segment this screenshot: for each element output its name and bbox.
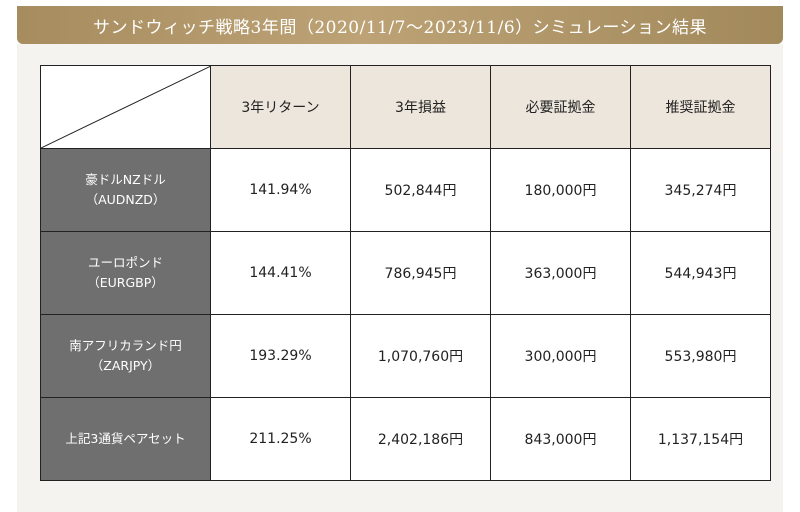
table-cell: 2,402,186円	[350, 397, 491, 481]
row-label: （ZARJPY）	[90, 358, 161, 373]
table-row: ユーロポンド （EURGBP） 144.41% 786,945円 363,000円 544…	[40, 231, 771, 315]
table-cell: 180,000円	[490, 148, 631, 232]
table-cell: 1,137,154円	[630, 397, 771, 481]
table-cell: 345,274円	[630, 148, 771, 232]
table-cell: 544,943円	[630, 231, 771, 315]
row-label: ユーロポンド	[87, 255, 163, 270]
table-cell: 144.41%	[210, 231, 351, 315]
table-row: 南アフリカランド円 （ZARJPY） 193.29% 1,070,760円 300,00…	[40, 314, 771, 398]
table-body: 豪ドルNZドル （AUDNZD） 141.94% 502,844円 180,000円 34…	[40, 148, 771, 481]
column-header: 必要証拠金	[490, 65, 631, 149]
table-cell: 363,000円	[490, 231, 631, 315]
row-label: 上記3通貨ペアセット	[65, 431, 186, 446]
table-row: 豪ドルNZドル （AUDNZD） 141.94% 502,844円 180,000円 34…	[40, 148, 771, 232]
header-row: 3年リターン 3年損益 必要証拠金 推奨証拠金	[40, 65, 771, 149]
table-cell: 502,844円	[350, 148, 491, 232]
results-table: 3年リターン 3年損益 必要証拠金 推奨証拠金 豪ドルNZドル （AUDNZD） 141.…	[40, 65, 771, 481]
table-row: 上記3通貨ペアセット 211.25% 2,402,186円 843,000円 1,137…	[40, 397, 771, 481]
title-banner: サンドウィッチ戦略3年間（2020/11/7〜2023/11/6）シミュレーショ…	[17, 6, 783, 44]
row-header: 南アフリカランド円 （ZARJPY）	[40, 314, 211, 398]
table-cell: 553,980円	[630, 314, 771, 398]
row-header: 豪ドルNZドル （AUDNZD）	[40, 148, 211, 232]
title: サンドウィッチ戦略3年間（2020/11/7〜2023/11/6）シミュレーショ…	[93, 17, 707, 38]
table-cell: 786,945円	[350, 231, 491, 315]
row-label: 豪ドルNZドル	[85, 172, 166, 187]
row-label: 南アフリカランド円	[69, 338, 182, 353]
table-cell: 211.25%	[210, 397, 351, 481]
column-header: 3年リターン	[210, 65, 351, 149]
table-cell: 141.94%	[210, 148, 351, 232]
diagonal	[41, 66, 211, 148]
panel: 3年リターン 3年損益 必要証拠金 推奨証拠金 豪ドルNZドル （AUDNZD） 141.…	[17, 44, 783, 512]
row-header: ユーロポンド （EURGBP）	[40, 231, 211, 315]
row-label: （EURGBP）	[87, 275, 164, 290]
table-cell: 1,070,760円	[350, 314, 491, 398]
row-header: 上記3通貨ペアセット	[40, 397, 211, 481]
table-cell: 193.29%	[210, 314, 351, 398]
corner-cell	[40, 65, 211, 149]
column-header: 推奨証拠金	[630, 65, 771, 149]
table-cell: 843,000円	[490, 397, 631, 481]
table-cell: 300,000円	[490, 314, 631, 398]
column-header: 3年損益	[350, 65, 491, 149]
row-label: （AUDNZD）	[85, 192, 166, 207]
